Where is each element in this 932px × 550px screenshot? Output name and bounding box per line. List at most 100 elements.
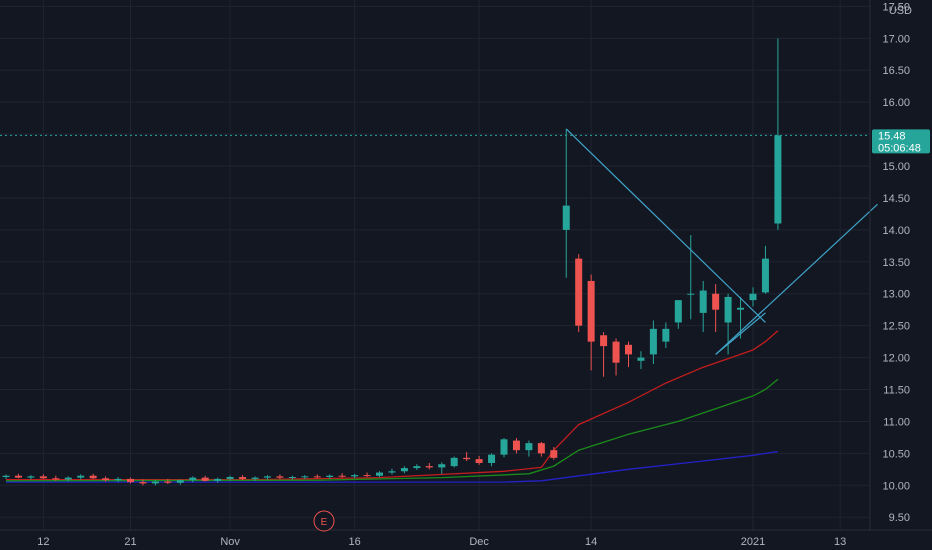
trendline[interactable] (715, 203, 878, 355)
candle-body (176, 480, 184, 483)
price-tick-label: 9.50 (889, 512, 910, 524)
candle-body (525, 443, 533, 451)
price-tick-label: 16.50 (882, 65, 910, 77)
candle-body (475, 459, 483, 463)
currency-label[interactable]: USD (889, 5, 912, 17)
candle-body (27, 476, 35, 478)
candle-body (637, 357, 645, 361)
candle-body (724, 296, 732, 323)
candle-body (438, 464, 446, 468)
price-tick-label: 16.00 (882, 97, 910, 109)
candlestick-series (2, 38, 782, 486)
candle-body (699, 290, 707, 313)
price-tick-label: 13.50 (882, 257, 910, 269)
candle (301, 475, 309, 479)
candle-body (164, 481, 172, 483)
candle (201, 475, 209, 482)
candle-body (512, 440, 520, 451)
candle (500, 438, 508, 458)
moving-average-lines (5, 330, 779, 483)
candle-body (500, 439, 508, 455)
candle-body (263, 476, 271, 478)
candle (313, 474, 321, 479)
candle (400, 466, 408, 474)
candle (176, 479, 184, 485)
time-tick-label: Nov (220, 536, 240, 548)
candle-body (14, 475, 22, 478)
candle-body (77, 475, 85, 478)
candle (575, 254, 583, 333)
candle-body (625, 344, 632, 355)
candle-body (52, 478, 60, 480)
trendline[interactable] (565, 128, 766, 323)
candle (612, 338, 620, 376)
candle-body (425, 466, 433, 468)
candle (251, 476, 259, 481)
candle-body (550, 450, 558, 458)
candle (326, 474, 334, 479)
price-tick-label: 10.00 (882, 480, 910, 492)
candle (537, 441, 545, 457)
candle (164, 478, 172, 485)
candle-body (326, 475, 334, 477)
candle-body (301, 476, 309, 478)
candle-body (774, 135, 782, 224)
moving-average-line (5, 378, 779, 482)
candle (151, 480, 159, 486)
price-tick-label: 14.00 (882, 225, 910, 237)
candle-body (2, 475, 10, 477)
candle-body (214, 478, 222, 481)
candle-body (575, 258, 583, 326)
candle (2, 474, 10, 479)
price-tick-label: 11.00 (883, 416, 910, 428)
price-tick-label: 12.50 (882, 321, 910, 333)
candle (450, 456, 458, 468)
candle (363, 472, 371, 477)
candle-body (201, 477, 209, 481)
grid-lines (0, 0, 870, 530)
price-tick-label: 13.00 (882, 289, 910, 301)
candle-body (587, 280, 595, 342)
candle-body (450, 457, 458, 467)
candle (263, 475, 271, 480)
time-axis[interactable]: 12 21 Nov 16 Dec 14 2021 13 (37, 536, 846, 548)
time-tick-label: Dec (469, 536, 489, 548)
candle (438, 462, 446, 474)
candle (376, 471, 383, 477)
candle-body (413, 466, 421, 469)
candle-body (363, 475, 371, 477)
candle (674, 300, 682, 329)
candle (338, 473, 346, 478)
candle-body (687, 293, 695, 295)
candle-body (114, 478, 122, 481)
time-tick-label: 16 (348, 536, 360, 548)
candle (226, 475, 234, 481)
candle-body (189, 477, 197, 481)
candle-body (338, 475, 346, 477)
candle-body (537, 443, 545, 454)
candle (649, 320, 657, 364)
candle (89, 473, 97, 479)
earnings-marker[interactable]: E (313, 510, 335, 532)
candle-body (749, 293, 757, 301)
candle-body (313, 476, 321, 478)
price-badge-bg (872, 129, 930, 154)
candle-body (662, 328, 670, 342)
price-tick-label: 17.00 (882, 33, 910, 45)
candle-body (39, 476, 47, 479)
candle (488, 453, 496, 467)
candle-body (127, 478, 134, 483)
candle (77, 474, 85, 480)
candle (712, 284, 720, 333)
moving-average-line (6, 450, 778, 483)
trendline[interactable] (715, 312, 766, 355)
candle (64, 476, 72, 482)
time-tick-label: 13 (834, 536, 846, 548)
candle (276, 474, 284, 479)
candle (587, 274, 595, 371)
candle (102, 476, 110, 482)
candle-body (737, 307, 745, 310)
trendline-drawings[interactable] (565, 128, 878, 355)
